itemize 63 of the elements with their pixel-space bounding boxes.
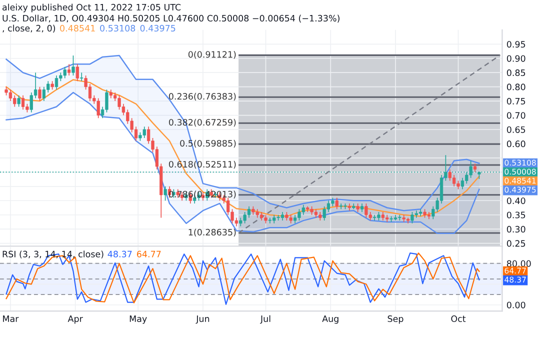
annotation: 64.77: [136, 250, 161, 258]
candlestick: [164, 186, 167, 202]
ref-line-label: 0.236(0.76383): [168, 92, 236, 101]
ref-line-label: 0(0.91121): [188, 50, 236, 59]
ref-line-label: 1(0.28635): [188, 228, 236, 237]
y-tick-label: 0.35: [506, 212, 526, 218]
y-tick-label: 0.90: [506, 55, 526, 62]
y-tick-label: 80.00: [506, 260, 531, 267]
y-tick-label: 0.80: [506, 84, 526, 90]
y-tick-label: 0.85: [506, 69, 526, 76]
candlestick: [96, 98, 100, 119]
y-tick-label: 0.75: [506, 98, 526, 104]
annotation: 0.53108: [100, 24, 136, 32]
candlestick: [80, 72, 84, 82]
x-tick-label: Apr: [68, 316, 83, 324]
candlestick: [67, 64, 71, 76]
x-tick-label: Jul: [260, 315, 270, 324]
candlestick: [364, 203, 368, 218]
candlestick: [17, 94, 20, 108]
x-tick-label: Mar: [3, 316, 19, 322]
candlestick: [302, 204, 305, 216]
annotation: 0.43975: [140, 24, 176, 32]
candlestick: [142, 126, 146, 138]
x-tick-label: May: [130, 316, 147, 324]
y-tick-label: 0.70: [506, 112, 526, 119]
chart-title: U.S. Dollar, 1D, O0.49304 H0.50205 L0.47600 C0.50008 −0.00654 (−1.33%): [2, 14, 340, 23]
candlestick: [322, 206, 326, 221]
candlestick: [42, 86, 46, 102]
text: aleixy published Oct 11, 2022 17:05 UTC: [2, 4, 181, 12]
y-tick-label: 0.30: [506, 226, 526, 233]
candlestick: [38, 86, 42, 102]
x-tick-label: Oct: [451, 315, 466, 322]
y-tick-label: 0.25: [506, 240, 526, 247]
candlestick: [335, 197, 338, 210]
candlestick: [268, 217, 272, 224]
candlestick: [118, 94, 121, 110]
y-tick-label: 0.65: [506, 126, 526, 133]
annotation: 48.37: [108, 250, 132, 258]
y-tick-label: 0.95: [506, 40, 526, 48]
candlestick: [340, 203, 343, 210]
y-tick-label: 0.40: [506, 197, 526, 204]
chart-subtitle: , close, 2, 0): [2, 24, 56, 33]
candlestick: [54, 75, 58, 90]
candlestick: [13, 94, 16, 108]
x-tick-label: Sep: [388, 315, 404, 324]
line-series: [6, 79, 480, 217]
annotation: 0.48541: [60, 24, 95, 32]
candlestick: [21, 94, 25, 110]
candlestick: [63, 66, 66, 79]
candlestick: [76, 64, 79, 82]
candlestick: [105, 89, 108, 113]
candlestick: [247, 206, 251, 218]
y-tick-label: 0.00: [506, 302, 526, 308]
x-tick-label: Aug: [322, 316, 338, 324]
candlestick: [243, 212, 246, 224]
candlestick: [298, 208, 301, 221]
candlestick: [410, 212, 414, 224]
candlestick: [8, 89, 12, 102]
candlestick: [460, 177, 464, 190]
candlestick: [72, 55, 75, 76]
candlestick: [372, 214, 376, 221]
x-tick-label: Jun: [196, 316, 210, 324]
y-tick-label: 0.60: [506, 140, 526, 148]
